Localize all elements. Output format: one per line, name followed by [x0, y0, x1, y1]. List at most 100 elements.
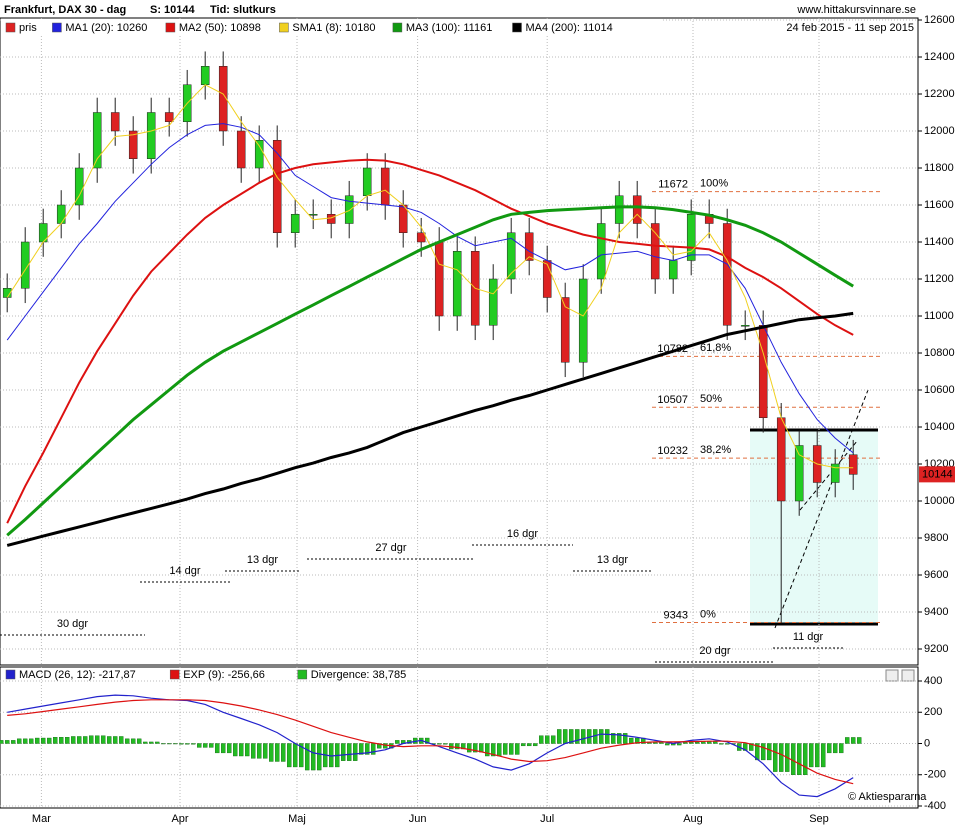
divergence-bar: [317, 743, 322, 771]
divergence-bar: [4, 740, 10, 744]
ma-line: [6, 311, 854, 547]
candle-body: [578, 278, 588, 363]
divergence-bar: [226, 743, 232, 754]
macd-line: [7, 694, 854, 798]
candle-body: [614, 195, 624, 224]
divergence-bar: [359, 743, 364, 755]
last-price-box: [919, 466, 955, 483]
divergence-bar: [437, 743, 442, 745]
divergence-bar: [365, 743, 370, 755]
trend-line: [774, 389, 869, 629]
divergence-bar: [845, 737, 850, 744]
divergence-bar: [509, 743, 514, 755]
x-tick-label: Jun: [409, 813, 427, 825]
legend-label: MA1 (20): 10260: [65, 22, 147, 34]
close-button[interactable]: [901, 669, 915, 682]
x-tick-label: Apr: [171, 813, 188, 825]
divergence-bar: [94, 735, 100, 744]
divergence-bar: [166, 743, 172, 745]
divergence-bar: [581, 729, 586, 744]
divergence-bar: [29, 738, 34, 744]
divergence-bar: [160, 743, 166, 745]
divergence-bar: [395, 740, 400, 744]
divergence-bar: [425, 737, 430, 744]
divergence-bar: [821, 743, 826, 768]
divergence-bar: [0, 740, 4, 744]
divergence-bar: [371, 743, 376, 755]
candle-body: [200, 66, 210, 85]
legend-swatch: [512, 22, 522, 33]
divergence-bar: [635, 737, 640, 744]
divergence-bar: [479, 743, 484, 753]
annotation: 13 dgr: [247, 554, 279, 566]
divergence-bar: [269, 743, 274, 762]
legend-swatch: [165, 22, 176, 33]
divergence-bar: [100, 735, 106, 744]
divergence-bar: [293, 743, 298, 768]
legend-swatch: [52, 22, 62, 33]
fib-value: 11672: [658, 179, 688, 191]
divergence-bar: [148, 741, 154, 744]
candle-body: [326, 214, 336, 224]
y-tick-label: -400: [924, 800, 946, 812]
divergence-bar: [599, 729, 604, 744]
divergence-bar: [178, 743, 184, 745]
divergence-bar: [473, 743, 478, 753]
zoom-button[interactable]: [885, 669, 899, 682]
fib-pct: 50%: [700, 393, 722, 405]
divergence-bar: [455, 743, 460, 750]
source: www.hittakursvinnare.se: [796, 4, 916, 16]
legend-label: Divergence: 38,785: [311, 669, 406, 681]
y-tick-label: 400: [924, 675, 942, 687]
annotation: 11 dgr: [793, 631, 824, 643]
x-tick-label: Sep: [809, 813, 829, 825]
y-tick-label: 11200: [924, 273, 954, 285]
divergence-bar: [515, 743, 520, 755]
divergence-bar: [70, 736, 76, 744]
divergence-bar: [803, 743, 808, 775]
candle-body: [380, 167, 390, 206]
divergence-bar: [263, 743, 268, 759]
legend-label: MA4 (200): 11014: [526, 22, 613, 34]
divergence-bar: [521, 743, 526, 747]
fib-value: 10507: [657, 394, 688, 406]
divergence-bar: [287, 743, 292, 768]
candle-body: [146, 112, 156, 159]
divergence-bar: [575, 729, 580, 744]
divergence-bar: [797, 743, 802, 775]
last-price: 10144: [922, 468, 953, 480]
divergence-bar: [557, 729, 562, 744]
y-tick-label: 11600: [924, 199, 954, 211]
divergence-bar: [563, 729, 568, 744]
divergence-bar: [767, 743, 772, 761]
divergence-bar: [10, 740, 16, 744]
divergence-bar: [305, 743, 310, 771]
divergence-bar: [611, 733, 616, 744]
candle-body: [434, 241, 444, 317]
divergence-bar: [665, 743, 670, 746]
fib-pct: 38,2%: [700, 444, 731, 456]
date-range: 24 feb 2015 - 11 sep 2015: [786, 22, 914, 34]
divergence-bar: [467, 743, 472, 753]
macd-panel: [0, 666, 919, 809]
divergence-bar: [569, 729, 574, 744]
candle-body: [218, 66, 228, 132]
y-tick-label: 11400: [924, 236, 954, 248]
fib-value: 9343: [664, 609, 688, 621]
divergence-bar: [773, 743, 778, 772]
divergence-bar: [545, 735, 550, 744]
divergence-bar: [238, 743, 244, 757]
divergence-bar: [617, 733, 622, 744]
divergence-bar: [47, 737, 52, 744]
fib-pct: 100%: [700, 178, 728, 190]
y-tick-label: 9600: [924, 569, 948, 581]
macd-line: [7, 699, 854, 785]
candle-body: [632, 195, 642, 224]
legend-label: EXP (9): -256,66: [183, 669, 265, 681]
divergence-bar: [353, 743, 358, 761]
ma-line: [6, 158, 854, 524]
candle-body: [452, 251, 462, 317]
divergence-bar: [827, 743, 832, 754]
divergence-bar: [383, 743, 388, 749]
